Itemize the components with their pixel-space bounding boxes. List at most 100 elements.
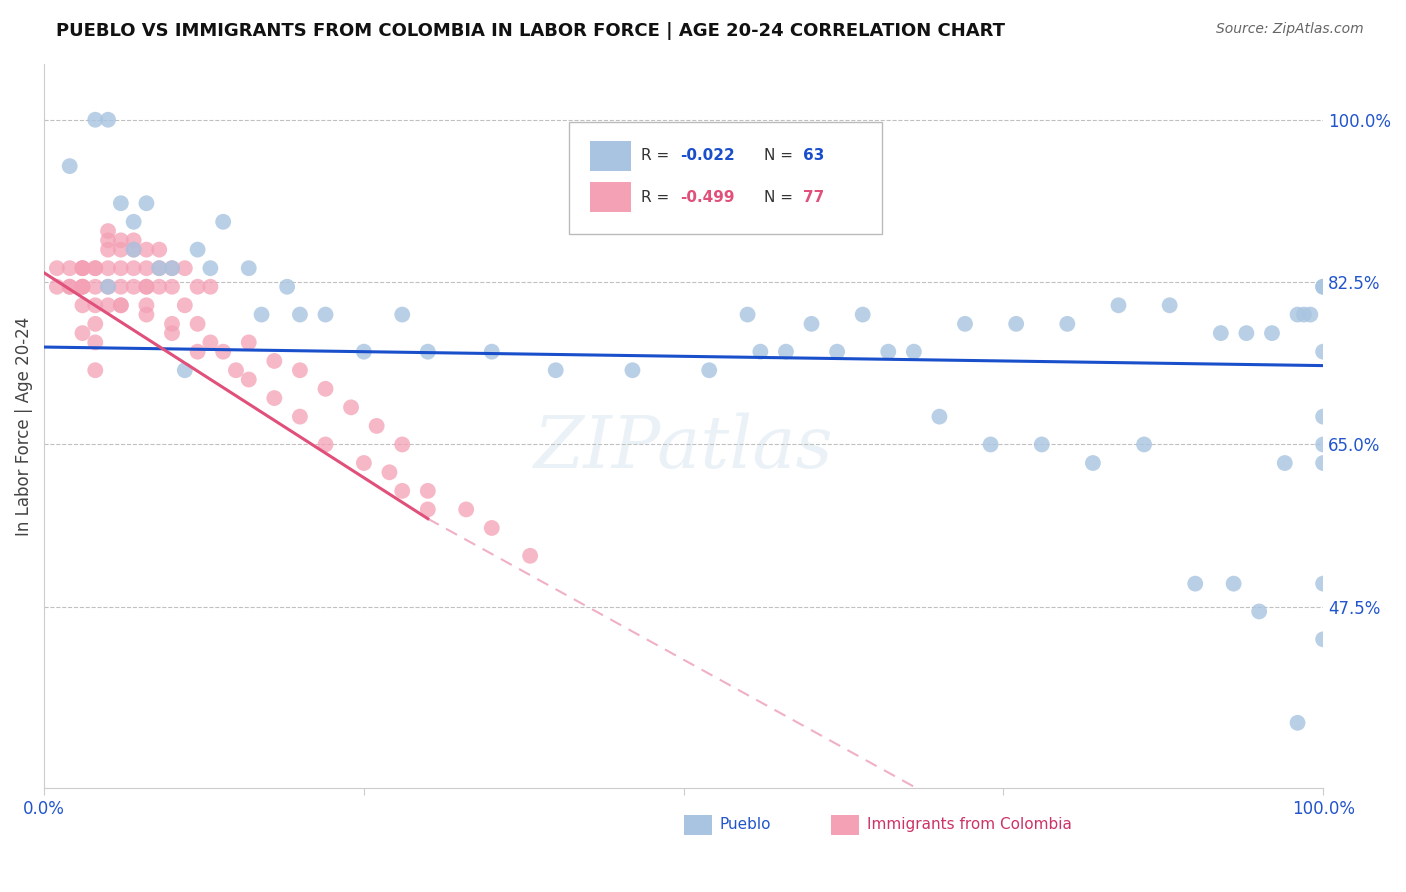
Point xyxy=(122,279,145,293)
Point xyxy=(84,261,107,276)
Point xyxy=(122,233,145,247)
Point xyxy=(1312,576,1334,591)
Point xyxy=(416,502,439,516)
Point xyxy=(697,363,720,377)
Point xyxy=(225,363,247,377)
Point xyxy=(1108,298,1130,312)
Text: R =: R = xyxy=(641,148,675,163)
Point xyxy=(903,344,925,359)
Point xyxy=(135,243,157,257)
Text: PUEBLO VS IMMIGRANTS FROM COLOMBIA IN LABOR FORCE | AGE 20-24 CORRELATION CHART: PUEBLO VS IMMIGRANTS FROM COLOMBIA IN LA… xyxy=(56,22,1005,40)
Point xyxy=(749,344,772,359)
Text: 77: 77 xyxy=(803,190,824,205)
Point xyxy=(877,344,900,359)
Point xyxy=(148,261,170,276)
Point xyxy=(135,261,157,276)
Point xyxy=(84,317,107,331)
Point xyxy=(173,363,195,377)
Point xyxy=(45,279,67,293)
Point xyxy=(953,317,976,331)
Point xyxy=(238,261,260,276)
Point xyxy=(110,298,132,312)
Point xyxy=(97,261,120,276)
Point xyxy=(187,344,209,359)
Point xyxy=(45,261,67,276)
Point xyxy=(122,243,145,257)
Point xyxy=(160,317,183,331)
Point xyxy=(135,308,157,322)
Point xyxy=(481,521,503,535)
Point xyxy=(288,409,311,424)
Text: -0.499: -0.499 xyxy=(679,190,734,205)
Point xyxy=(276,279,298,293)
Point xyxy=(212,215,235,229)
Point xyxy=(544,363,567,377)
Point xyxy=(391,437,413,451)
Point xyxy=(928,409,950,424)
Point xyxy=(122,261,145,276)
Bar xyxy=(683,814,711,835)
Point xyxy=(391,308,413,322)
Point xyxy=(1312,409,1334,424)
Point xyxy=(97,243,120,257)
Point xyxy=(980,437,1002,451)
Y-axis label: In Labor Force | Age 20-24: In Labor Force | Age 20-24 xyxy=(15,317,32,535)
Point xyxy=(110,279,132,293)
Point xyxy=(135,196,157,211)
Point xyxy=(110,261,132,276)
Point xyxy=(1081,456,1104,470)
Point xyxy=(519,549,541,563)
Point xyxy=(84,363,107,377)
Point xyxy=(800,317,823,331)
Text: 63: 63 xyxy=(803,148,824,163)
Point xyxy=(1261,326,1284,340)
Point xyxy=(72,261,94,276)
Point xyxy=(737,308,759,322)
Point xyxy=(148,243,170,257)
Point xyxy=(315,382,337,396)
Point xyxy=(72,279,94,293)
Point xyxy=(187,317,209,331)
Point xyxy=(84,335,107,350)
Point xyxy=(1005,317,1028,331)
Point xyxy=(263,354,285,368)
Text: Source: ZipAtlas.com: Source: ZipAtlas.com xyxy=(1216,22,1364,37)
Point xyxy=(1312,456,1334,470)
Point xyxy=(200,335,222,350)
Point xyxy=(1234,326,1257,340)
Point xyxy=(110,233,132,247)
Point xyxy=(212,344,235,359)
Point xyxy=(200,261,222,276)
Point xyxy=(135,298,157,312)
Point xyxy=(353,456,375,470)
Point xyxy=(315,308,337,322)
Point xyxy=(288,308,311,322)
Point xyxy=(825,344,848,359)
Point xyxy=(135,279,157,293)
Text: Immigrants from Colombia: Immigrants from Colombia xyxy=(866,817,1071,832)
Point xyxy=(250,308,273,322)
Point xyxy=(110,196,132,211)
Bar xyxy=(591,182,631,212)
Point xyxy=(621,363,644,377)
Point xyxy=(148,261,170,276)
Point xyxy=(416,483,439,498)
Point xyxy=(148,279,170,293)
Point xyxy=(1274,456,1296,470)
FancyBboxPatch shape xyxy=(568,122,882,234)
Text: N =: N = xyxy=(765,190,799,205)
Point xyxy=(1249,605,1271,619)
Point xyxy=(72,261,94,276)
Point xyxy=(97,233,120,247)
Point xyxy=(135,279,157,293)
Point xyxy=(238,372,260,386)
Point xyxy=(59,279,82,293)
Bar xyxy=(591,141,631,171)
Point xyxy=(59,261,82,276)
Point xyxy=(1312,279,1334,293)
Point xyxy=(72,298,94,312)
Point xyxy=(288,363,311,377)
Text: ZIPatlas: ZIPatlas xyxy=(534,412,834,483)
Point xyxy=(84,261,107,276)
Point xyxy=(353,344,375,359)
